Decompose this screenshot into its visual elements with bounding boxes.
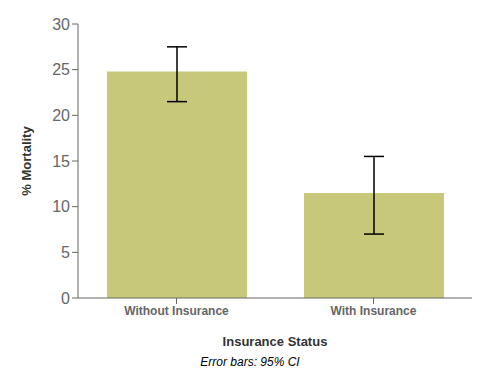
svg-text:Insurance Status: Insurance Status [223,334,328,349]
svg-text:5: 5 [61,244,70,261]
svg-text:10: 10 [52,198,70,215]
svg-text:15: 15 [52,153,70,170]
svg-text:25: 25 [52,61,70,78]
html-text:Error bars: 95% CI: Error bars: 95% CI [200,355,300,369]
svg-text:With Insurance: With Insurance [331,304,417,318]
svg-text:Without Insurance: Without Insurance [124,304,229,318]
svg-text:0: 0 [61,290,70,307]
svg-text:20: 20 [52,107,70,124]
svg-text:30: 30 [52,16,70,33]
svg-text:% Mortality: % Mortality [19,126,34,196]
